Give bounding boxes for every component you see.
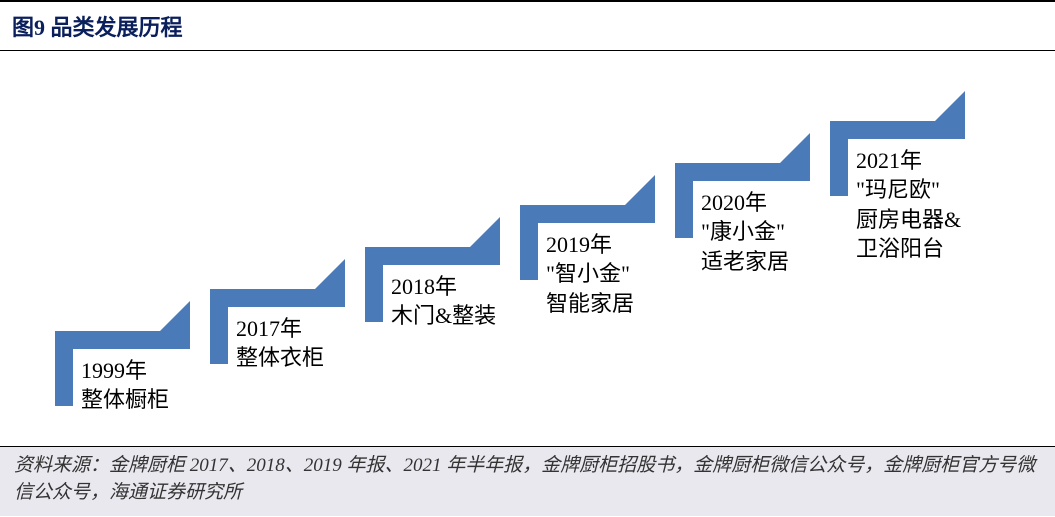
bracket-vertical [675,163,693,238]
bracket-horizontal [365,247,500,265]
staircase-timeline: 1999年整体橱柜 2017年整体衣柜 2018年木门&整装 2019年"智小金" 智… [0,51,1055,446]
bracket-triangle-icon [315,259,345,289]
step-description: 木门&整装 [391,301,501,331]
step-year: 1999年 [81,353,147,385]
step-year: 2017年 [236,311,302,343]
bracket-vertical [830,121,848,196]
step-year: 2019年 [546,227,612,259]
figure-title: 图9 品类发展历程 [12,10,1043,42]
step-year: 2020年 [701,185,767,217]
bracket-triangle-icon [160,301,190,331]
bracket-horizontal [520,205,655,223]
step-description: "玛尼欧" 厨房电器&卫浴阳台 [856,175,966,264]
step-year: 2018年 [391,269,457,301]
bracket-triangle-icon [625,175,655,205]
figure-title-bar: 图9 品类发展历程 [0,0,1055,51]
bracket-horizontal [210,289,345,307]
bracket-triangle-icon [470,217,500,247]
step-year: 2021年 [856,143,922,175]
source-footer: 资料来源：金牌厨柜 2017、2018、2019 年报、2021 年半年报，金牌… [0,447,1055,516]
bracket-vertical [210,289,228,364]
bracket-horizontal [675,163,810,181]
bracket-horizontal [55,331,190,349]
bracket-horizontal [830,121,965,139]
step-description: 整体衣柜 [236,343,346,373]
step-description: "智小金" 智能家居 [546,259,656,318]
step-description: "康小金" 适老家居 [701,217,811,276]
bracket-vertical [55,331,73,406]
bracket-triangle-icon [935,91,965,121]
step-description: 整体橱柜 [81,385,191,415]
bracket-vertical [365,247,383,322]
bracket-triangle-icon [780,133,810,163]
bracket-vertical [520,205,538,280]
